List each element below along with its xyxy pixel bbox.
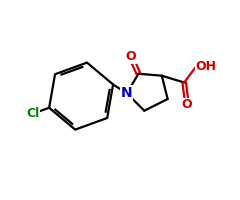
Text: O: O bbox=[125, 50, 136, 63]
Text: O: O bbox=[182, 98, 192, 111]
Text: N: N bbox=[121, 86, 133, 100]
Text: OH: OH bbox=[196, 60, 217, 73]
Text: Cl: Cl bbox=[26, 107, 39, 120]
